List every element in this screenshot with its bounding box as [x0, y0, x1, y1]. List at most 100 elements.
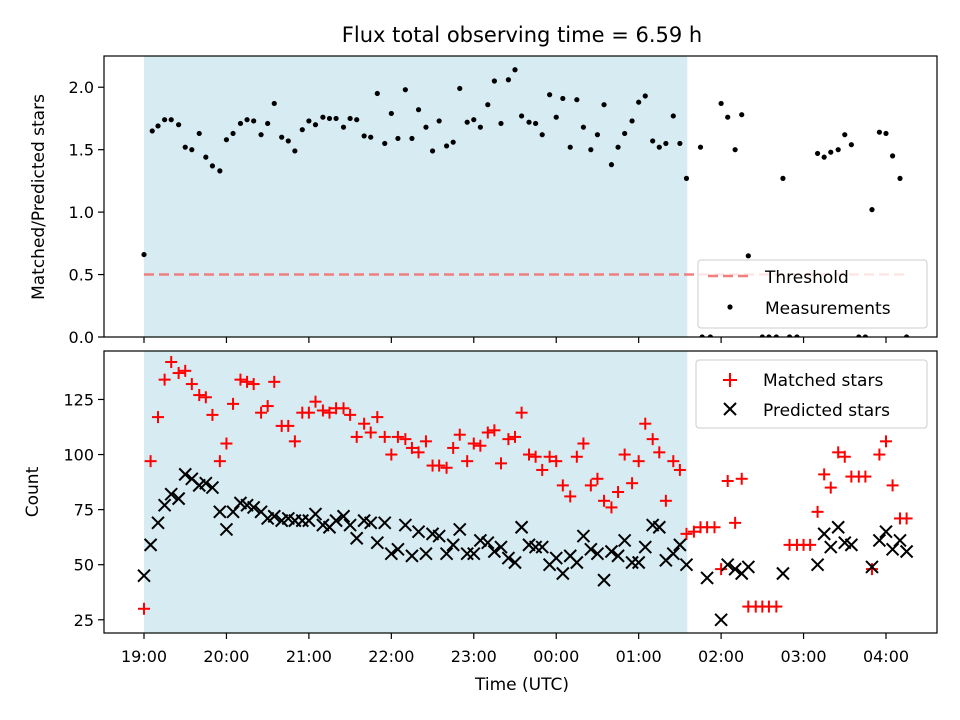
matched-star-point: [735, 472, 748, 485]
measurement-point: [883, 130, 889, 137]
matched-star-point: [584, 479, 597, 492]
matched-legend-label: Matched stars: [763, 371, 883, 391]
measurement-point: [292, 148, 298, 154]
measurement-point: [718, 100, 724, 107]
measurement-point: [677, 140, 683, 147]
top-y-tick-label: 0.0: [69, 328, 94, 347]
bottom-y-axis-label: Count: [23, 466, 43, 517]
measurement-point: [594, 132, 601, 138]
bottom-y-tick-label: 25: [74, 611, 94, 630]
measurement-point: [505, 77, 512, 83]
measurement-point: [340, 124, 347, 130]
matched-star-point: [529, 450, 542, 463]
measurement-point: [279, 134, 285, 140]
matched-star-point: [179, 364, 192, 377]
measurement-point: [168, 117, 174, 123]
matched-star-point: [577, 437, 590, 450]
matched-star-point: [399, 433, 412, 446]
measurement-point: [835, 147, 841, 153]
measurements-legend-label: Measurements: [765, 299, 891, 319]
measurement-point: [629, 118, 635, 124]
measurement-point: [203, 154, 209, 160]
measurement-point: [547, 92, 553, 98]
measurement-point: [374, 90, 380, 97]
predicted-legend-marker: [723, 402, 737, 416]
matched-star-point: [302, 406, 315, 419]
matched-star-point: [598, 494, 611, 507]
measurement-point: [707, 334, 713, 337]
matched-star-point: [591, 472, 604, 485]
measurement-point: [450, 139, 456, 145]
matched-star-point: [687, 525, 700, 538]
predicted-star-point: [844, 538, 859, 552]
predicted-star-point: [384, 546, 399, 561]
predicted-star-point: [679, 557, 694, 572]
measurement-point: [697, 144, 704, 150]
predicted-star-point: [714, 613, 728, 627]
matched-star-point: [227, 397, 240, 410]
predicted-star-point: [570, 555, 584, 570]
top-panel: 0.00.51.01.52.0 Matched/Predicted stars …: [29, 55, 938, 347]
measurement-point: [588, 147, 594, 153]
predicted-star-point: [364, 516, 378, 530]
matched-star-point: [234, 373, 247, 386]
predicted-star-point: [473, 533, 488, 548]
measurement-point: [512, 67, 518, 73]
top-axes-frame: [103, 55, 938, 338]
matched-star-point: [804, 538, 817, 551]
measurement-point: [574, 97, 580, 103]
predicted-star-point: [349, 531, 364, 545]
predicted-star-point: [741, 560, 756, 574]
matched-star-point: [639, 417, 652, 430]
measurement-point: [415, 107, 422, 113]
measurement-point: [306, 118, 312, 124]
matched-star-point: [144, 455, 157, 468]
predicted-star-point: [631, 555, 646, 570]
matched-star-point: [323, 406, 336, 419]
predicted-star-point: [199, 476, 213, 490]
matched-star-point: [770, 600, 783, 613]
matched-star-point: [391, 430, 404, 443]
measurement-point: [889, 153, 896, 159]
matched-star-point: [206, 408, 219, 421]
matched-star-point: [152, 411, 165, 424]
predicted-star-point: [391, 542, 405, 556]
measurement-point: [189, 147, 195, 153]
matched-star-point: [309, 395, 322, 408]
measurement-point: [230, 130, 236, 137]
predicted-star-point: [666, 546, 681, 561]
top-y-axis-label: Matched/Predicted stars: [29, 94, 49, 300]
measurement-point: [848, 142, 854, 148]
bottom-observing-span: [144, 351, 688, 633]
measurement-point: [477, 124, 483, 130]
matched-stars-series: [138, 356, 913, 615]
measurement-point: [251, 118, 257, 124]
predicted-star-point: [872, 533, 887, 548]
matched-star-point: [241, 375, 254, 388]
matched-star-point: [632, 455, 645, 468]
matched-star-point: [653, 446, 666, 459]
predicted-star-point: [405, 549, 419, 563]
predicted-star-point: [652, 520, 666, 534]
matched-star-point: [371, 411, 384, 424]
predicted-star-point: [164, 487, 178, 501]
measurement-point: [780, 175, 786, 181]
matched-star-point: [502, 433, 515, 446]
predicted-star-point: [157, 498, 172, 512]
measurement-point: [333, 115, 339, 122]
matched-star-point: [316, 404, 329, 417]
matched-star-point: [220, 437, 233, 450]
measurement-point: [299, 127, 305, 133]
matched-star-point: [199, 391, 212, 404]
x-tick-label: 19:00: [121, 647, 167, 666]
matched-star-point: [859, 470, 872, 483]
bottom-panel: 25 50 75 100 125 19:00 20:00 21:00 22:00 23:00 00:…: [23, 350, 938, 666]
measurement-point: [237, 120, 244, 127]
measurement-point: [162, 117, 168, 123]
measurement-point: [464, 119, 470, 125]
matched-star-point: [612, 486, 625, 498]
measurement-point: [285, 138, 291, 144]
matched-star-point: [419, 435, 432, 448]
predicted-star-point: [213, 505, 227, 519]
